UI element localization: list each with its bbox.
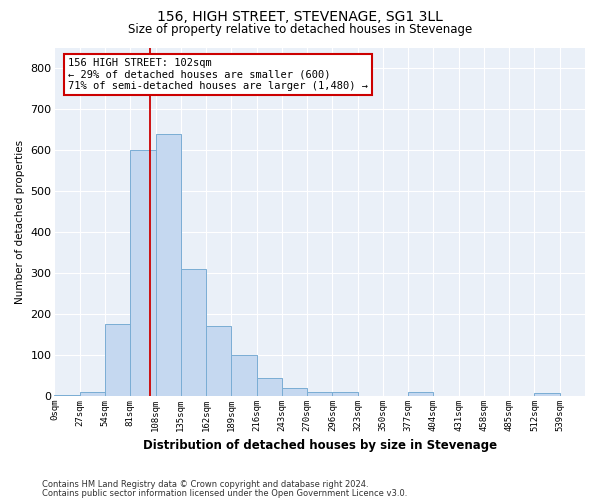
Bar (307, 392, 332, 396)
Bar (332, 392, 358, 396)
Bar (408, 392, 433, 396)
Text: 156 HIGH STREET: 102sqm
← 29% of detached houses are smaller (600)
71% of semi-d: 156 HIGH STREET: 102sqm ← 29% of detache… (68, 58, 368, 91)
Bar (105, 324, 130, 396)
Bar (80, 392, 105, 396)
Bar (206, 326, 232, 396)
Text: Size of property relative to detached houses in Stevenage: Size of property relative to detached ho… (128, 22, 472, 36)
Y-axis label: Number of detached properties: Number of detached properties (15, 140, 25, 304)
X-axis label: Distribution of detached houses by size in Stevenage: Distribution of detached houses by size … (143, 440, 497, 452)
Text: 156, HIGH STREET, STEVENAGE, SG1 3LL: 156, HIGH STREET, STEVENAGE, SG1 3LL (157, 10, 443, 24)
Bar (55, 395, 80, 396)
Bar (232, 355, 257, 396)
Bar (181, 269, 206, 396)
Bar (535, 393, 560, 396)
Text: Contains HM Land Registry data © Crown copyright and database right 2024.: Contains HM Land Registry data © Crown c… (42, 480, 368, 489)
Bar (155, 134, 181, 396)
Bar (282, 388, 307, 396)
Bar (130, 150, 155, 396)
Bar (257, 378, 282, 396)
Text: Contains public sector information licensed under the Open Government Licence v3: Contains public sector information licen… (42, 488, 407, 498)
